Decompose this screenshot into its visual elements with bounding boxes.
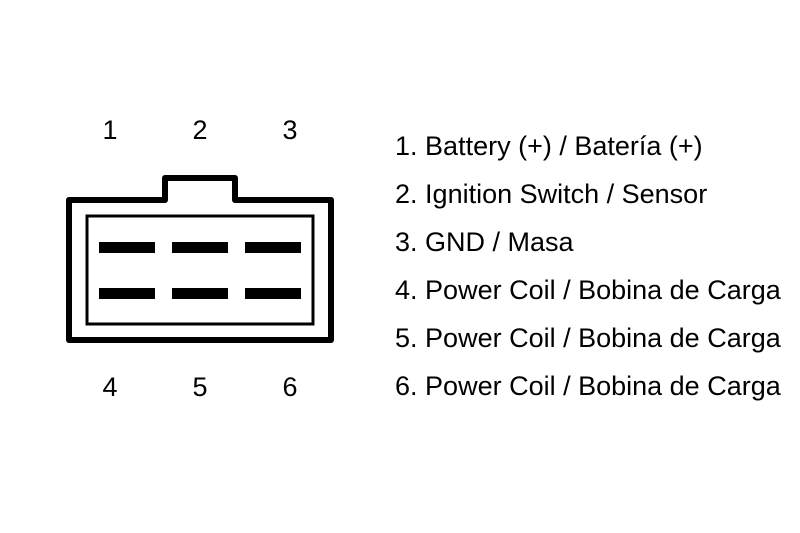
pin-legend-label: Ignition Switch / Sensor [425, 179, 707, 209]
pin-legend-row: 1. Battery (+) / Batería (+) [395, 122, 781, 170]
pin-legend-row: 6. Power Coil / Bobina de Carga [395, 362, 781, 410]
pin-legend-label: Power Coil / Bobina de Carga [425, 275, 781, 305]
pin-legend-num: 3. [395, 227, 418, 257]
pin-legend-num: 1. [395, 131, 418, 161]
pin-legend-label: Battery (+) / Batería (+) [425, 131, 703, 161]
pin-legend-num: 6. [395, 371, 418, 401]
pin-number-1: 1 [102, 115, 117, 146]
pin-number-3: 3 [282, 115, 297, 146]
pin-legend-label: GND / Masa [425, 227, 574, 257]
pin-number-5: 5 [192, 372, 207, 403]
pin-legend-num: 2. [395, 179, 418, 209]
pin-legend-row: 5. Power Coil / Bobina de Carga [395, 314, 781, 362]
pin-legend: 1. Battery (+) / Batería (+) 2. Ignition… [395, 122, 781, 410]
top-pin-numbers: 1 2 3 [65, 115, 335, 146]
pin-legend-label: Power Coil / Bobina de Carga [425, 371, 781, 401]
pin-legend-row: 2. Ignition Switch / Sensor [395, 170, 781, 218]
pin-legend-num: 4. [395, 275, 418, 305]
connector-icon [55, 164, 345, 354]
pin-number-6: 6 [282, 372, 297, 403]
connector-block: 1 2 3 4 5 6 [40, 115, 360, 403]
pin-number-4: 4 [102, 372, 117, 403]
pin-legend-num: 5. [395, 323, 418, 353]
pin-legend-label: Power Coil / Bobina de Carga [425, 323, 781, 353]
pinout-diagram: 1 2 3 4 5 6 1. Battery (+) / Bater [0, 0, 800, 533]
bottom-pin-numbers: 4 5 6 [65, 372, 335, 403]
pin-number-2: 2 [192, 115, 207, 146]
pin-legend-row: 3. GND / Masa [395, 218, 781, 266]
pin-legend-row: 4. Power Coil / Bobina de Carga [395, 266, 781, 314]
